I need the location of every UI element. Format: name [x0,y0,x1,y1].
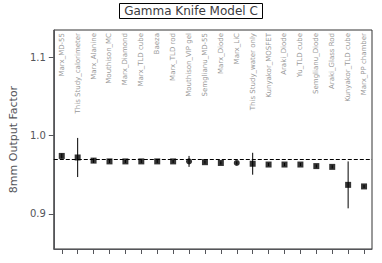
svg-text:Marx_PP chamber: Marx_PP chamber [360,33,368,95]
svg-text:Mouthison_VIP gel: Mouthison_VIP gel [185,33,193,97]
svg-text:Kunyakor_MOSFET: Kunyakor_MOSFET [265,32,273,97]
svg-text:Marx_Diamond: Marx_Diamond [121,33,129,85]
svg-text:Gamma Knife Model C: Gamma Knife Model C [124,4,258,18]
svg-text:Marx_TLD rod: Marx_TLD rod [169,33,177,81]
svg-text:Araki_Glass Rod: Araki_Glass Rod [328,33,336,89]
svg-text:Kunyakor_TLD cube: Kunyakor_TLD cube [344,33,352,102]
svg-text:1.0: 1.0 [30,130,46,141]
svg-text:Marx_TLD cube: Marx_TLD cube [137,33,145,87]
svg-text:Marx_MD-55: Marx_MD-55 [58,33,66,77]
svg-text:Semglianu_Diode: Semglianu_Diode [312,33,320,94]
svg-text:1.1: 1.1 [30,52,46,63]
svg-text:Mouthison_MC: Mouthison_MC [105,33,113,84]
svg-text:Marx_Diode: Marx_Diode [217,33,225,74]
svg-text:Baeza: Baeza [153,33,161,54]
svg-text:Semglianu_MD-55: Semglianu_MD-55 [201,33,209,96]
svg-text:0.9: 0.9 [30,208,46,219]
svg-text:Marx_Alanine: Marx_Alanine [90,33,98,80]
svg-text:8mm Output Factor: 8mm Output Factor [7,85,20,193]
svg-text:Yu_TLD cube: Yu_TLD cube [296,33,304,78]
svg-text:This Study_water only: This Study_water only [249,33,257,111]
svg-text:Araki_Diode: Araki_Diode [280,33,288,75]
svg-text:This Study_calorimeter: This Study_calorimeter [74,33,82,115]
svg-text:Marx_LiC: Marx_LiC [233,33,241,65]
